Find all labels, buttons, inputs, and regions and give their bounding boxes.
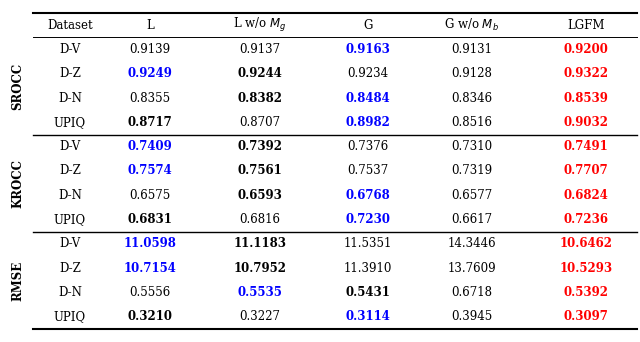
Text: 0.8382: 0.8382 — [237, 92, 282, 105]
Text: 13.7609: 13.7609 — [447, 262, 496, 275]
Text: L w/o $M_g$: L w/o $M_g$ — [234, 16, 287, 34]
Text: 10.7952: 10.7952 — [234, 262, 287, 275]
Text: D-Z: D-Z — [59, 262, 81, 275]
Text: 0.9128: 0.9128 — [451, 67, 492, 80]
Text: 0.7392: 0.7392 — [237, 140, 282, 153]
Text: 0.5535: 0.5535 — [237, 286, 282, 299]
Text: 11.1183: 11.1183 — [234, 237, 287, 250]
Text: 0.9200: 0.9200 — [563, 43, 608, 56]
Text: 0.5431: 0.5431 — [346, 286, 390, 299]
Text: 0.9249: 0.9249 — [127, 67, 172, 80]
Text: G w/o $M_b$: G w/o $M_b$ — [444, 17, 499, 33]
Text: D-V: D-V — [60, 140, 81, 153]
Text: 0.5556: 0.5556 — [129, 286, 170, 299]
Text: 0.8484: 0.8484 — [346, 92, 390, 105]
Text: L: L — [146, 19, 154, 32]
Text: 0.3114: 0.3114 — [346, 310, 390, 323]
Text: 11.3910: 11.3910 — [344, 262, 392, 275]
Text: D-Z: D-Z — [59, 67, 81, 80]
Text: 11.5351: 11.5351 — [344, 237, 392, 250]
Text: Dataset: Dataset — [47, 19, 93, 32]
Text: 0.6824: 0.6824 — [563, 189, 608, 202]
Text: RMSE: RMSE — [12, 260, 24, 301]
Text: 10.6462: 10.6462 — [559, 237, 612, 250]
Text: 0.9139: 0.9139 — [129, 43, 170, 56]
Text: 0.5392: 0.5392 — [563, 286, 608, 299]
Text: 0.7537: 0.7537 — [347, 165, 388, 177]
Text: 0.6816: 0.6816 — [239, 213, 280, 226]
Text: UPIQ: UPIQ — [54, 116, 86, 129]
Text: 0.9137: 0.9137 — [239, 43, 280, 56]
Text: 0.8707: 0.8707 — [239, 116, 280, 129]
Text: 0.9322: 0.9322 — [563, 67, 608, 80]
Text: 0.8539: 0.8539 — [563, 92, 608, 105]
Text: 10.5293: 10.5293 — [559, 262, 612, 275]
Text: 0.3210: 0.3210 — [127, 310, 172, 323]
Text: 0.7574: 0.7574 — [127, 165, 172, 177]
Text: 11.0598: 11.0598 — [124, 237, 176, 250]
Text: 0.6575: 0.6575 — [129, 189, 170, 202]
Text: 0.8717: 0.8717 — [127, 116, 172, 129]
Text: 0.6577: 0.6577 — [451, 189, 492, 202]
Text: D-V: D-V — [60, 43, 81, 56]
Text: 0.9234: 0.9234 — [348, 67, 388, 80]
Text: 0.7707: 0.7707 — [563, 165, 608, 177]
Text: 14.3446: 14.3446 — [447, 237, 496, 250]
Text: G: G — [363, 19, 372, 32]
Text: 0.8346: 0.8346 — [451, 92, 492, 105]
Text: 0.3097: 0.3097 — [563, 310, 608, 323]
Text: UPIQ: UPIQ — [54, 310, 86, 323]
Text: 0.9032: 0.9032 — [563, 116, 608, 129]
Text: 0.7236: 0.7236 — [563, 213, 608, 226]
Text: 0.9244: 0.9244 — [237, 67, 282, 80]
Text: 0.7376: 0.7376 — [347, 140, 388, 153]
Text: 0.7491: 0.7491 — [563, 140, 608, 153]
Text: SROCC: SROCC — [12, 62, 24, 109]
Text: 0.7230: 0.7230 — [345, 213, 390, 226]
Text: UPIQ: UPIQ — [54, 213, 86, 226]
Text: D-Z: D-Z — [59, 165, 81, 177]
Text: 0.6718: 0.6718 — [451, 286, 492, 299]
Text: 0.7561: 0.7561 — [237, 165, 282, 177]
Text: 0.7319: 0.7319 — [451, 165, 492, 177]
Text: 0.3227: 0.3227 — [239, 310, 280, 323]
Text: LGFM: LGFM — [567, 19, 604, 32]
Text: 0.6831: 0.6831 — [127, 213, 172, 226]
Text: D-N: D-N — [58, 92, 82, 105]
Text: 0.6768: 0.6768 — [346, 189, 390, 202]
Text: 0.3945: 0.3945 — [451, 310, 492, 323]
Text: D-V: D-V — [60, 237, 81, 250]
Text: 0.8516: 0.8516 — [451, 116, 492, 129]
Text: KROCC: KROCC — [12, 159, 24, 208]
Text: 0.7310: 0.7310 — [451, 140, 492, 153]
Text: 0.9131: 0.9131 — [451, 43, 492, 56]
Text: 10.7154: 10.7154 — [124, 262, 176, 275]
Text: 0.8355: 0.8355 — [129, 92, 170, 105]
Text: 0.9163: 0.9163 — [346, 43, 390, 56]
Text: 0.7409: 0.7409 — [127, 140, 172, 153]
Text: 0.8982: 0.8982 — [346, 116, 390, 129]
Text: D-N: D-N — [58, 286, 82, 299]
Text: D-N: D-N — [58, 189, 82, 202]
Text: 0.6617: 0.6617 — [451, 213, 492, 226]
Text: 0.6593: 0.6593 — [237, 189, 282, 202]
